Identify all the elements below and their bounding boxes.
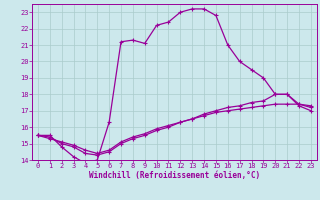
X-axis label: Windchill (Refroidissement éolien,°C): Windchill (Refroidissement éolien,°C): [89, 171, 260, 180]
